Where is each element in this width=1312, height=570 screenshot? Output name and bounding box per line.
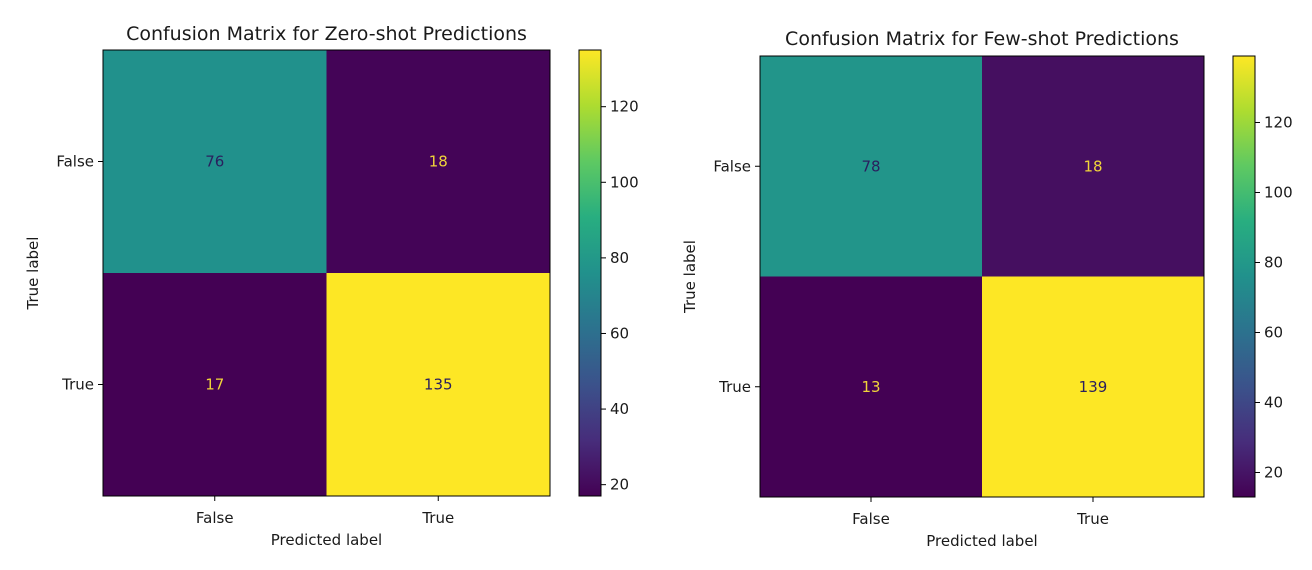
- x-tick-label: False: [196, 509, 234, 527]
- x-tick-label: True: [1076, 510, 1109, 528]
- y-tick-label: True: [718, 378, 751, 396]
- cell-0-1: [326, 50, 550, 273]
- cell-1-0: [760, 276, 982, 497]
- colorbar-tick-label: 40: [1264, 394, 1283, 412]
- colorbar-frame: [578, 49, 602, 497]
- y-tick-label: True: [61, 376, 94, 394]
- colorbar-tick-label: 120: [610, 98, 639, 116]
- colorbar-tick-label: 120: [1264, 114, 1293, 132]
- cell-value-1-1: 135: [424, 376, 453, 394]
- cell-0-1: [982, 56, 1204, 277]
- few-shot-confusion-matrix: 78 18 13 139 False True False True Confusion Mat…: [681, 28, 1293, 550]
- cell-0-0: [760, 56, 982, 277]
- x-axis-label: Predicted label: [926, 532, 1037, 550]
- cell-value-0-1: 18: [429, 153, 448, 171]
- colorbar-tick-label: 80: [610, 249, 629, 267]
- cell-value-0-0: 76: [205, 153, 224, 171]
- cell-1-0: [103, 273, 327, 496]
- cell-value-0-0: 78: [861, 157, 880, 175]
- colorbar: [579, 50, 601, 496]
- cell-value-0-1: 18: [1083, 157, 1102, 175]
- cell-value-1-1: 139: [1079, 378, 1108, 396]
- colorbar: [1233, 56, 1255, 497]
- cell-value-1-0: 13: [861, 378, 880, 396]
- plot-frame: [759, 55, 1205, 498]
- y-axis-label: True label: [24, 237, 42, 311]
- zero-shot-confusion-matrix: 76 18 17 135 False True False True Confusion Mat…: [24, 23, 639, 549]
- colorbar-tick-label: 80: [1264, 254, 1283, 272]
- colorbar-tick-label: 100: [610, 173, 639, 191]
- cell-value-1-0: 17: [205, 376, 224, 394]
- plot-frame: [102, 49, 551, 497]
- colorbar-tick-label: 20: [610, 476, 629, 494]
- y-tick-label: False: [56, 153, 94, 171]
- y-axis-label: True label: [681, 240, 699, 314]
- x-tick-label: True: [421, 509, 454, 527]
- colorbar-tick-label: 20: [1264, 464, 1283, 482]
- cell-1-1: [982, 276, 1204, 497]
- colorbar-tick-label: 60: [1264, 324, 1283, 342]
- colorbar-tick-label: 60: [610, 324, 629, 342]
- colorbar-tick-label: 40: [610, 400, 629, 418]
- x-axis-label: Predicted label: [271, 531, 382, 549]
- y-tick-label: False: [713, 157, 751, 175]
- chart-title: Confusion Matrix for Zero-shot Predictio…: [126, 23, 527, 45]
- cell-0-0: [103, 50, 327, 273]
- colorbar-tick-label: 100: [1264, 184, 1293, 202]
- chart-title: Confusion Matrix for Few-shot Prediction…: [785, 28, 1179, 50]
- colorbar-frame: [1232, 55, 1256, 498]
- cell-1-1: [326, 273, 550, 496]
- x-tick-label: False: [852, 510, 890, 528]
